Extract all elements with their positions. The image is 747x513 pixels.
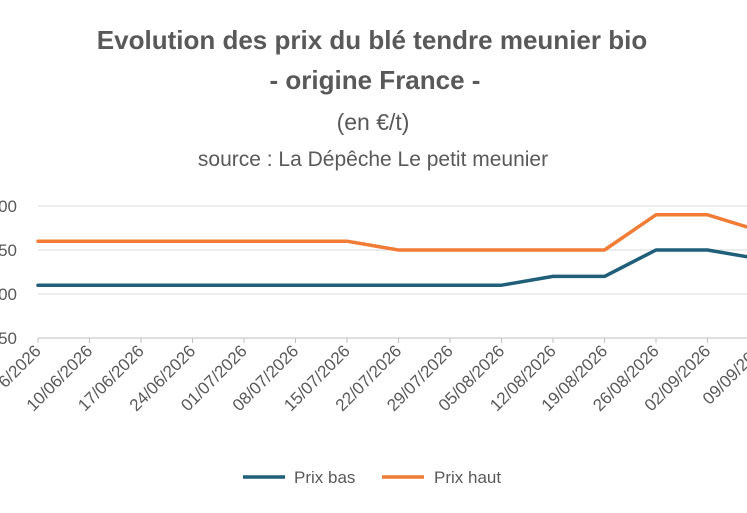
x-axis-tick-labels: 6/202610/06/202617/06/202624/06/202601/0… — [0, 341, 747, 415]
x-axis-ticks — [37, 338, 708, 343]
legend-label: Prix haut — [434, 468, 501, 487]
y-axis-tick-labels: 00 50 00 50 — [0, 197, 17, 348]
legend: Prix bas Prix haut — [243, 468, 501, 487]
chart-title: Evolution des prix du blé tendre meunier… — [97, 25, 647, 55]
x-tick-label: 6/2026 — [0, 341, 45, 391]
chart-source: source : La Dépêche Le petit meunier — [198, 148, 548, 171]
series-line-prix-haut — [36, 213, 747, 252]
y-tick-label: 50 — [0, 329, 17, 348]
series-line-prix-bas — [36, 248, 747, 287]
chart-title-line2: - origine France - — [270, 65, 481, 95]
y-tick-label: 00 — [0, 285, 17, 304]
y-tick-label: 00 — [0, 197, 17, 216]
series-lines — [36, 213, 747, 287]
y-tick-label: 50 — [0, 241, 17, 260]
legend-label: Prix bas — [294, 468, 355, 487]
chart-subtitle: (en €/t) — [337, 109, 410, 135]
